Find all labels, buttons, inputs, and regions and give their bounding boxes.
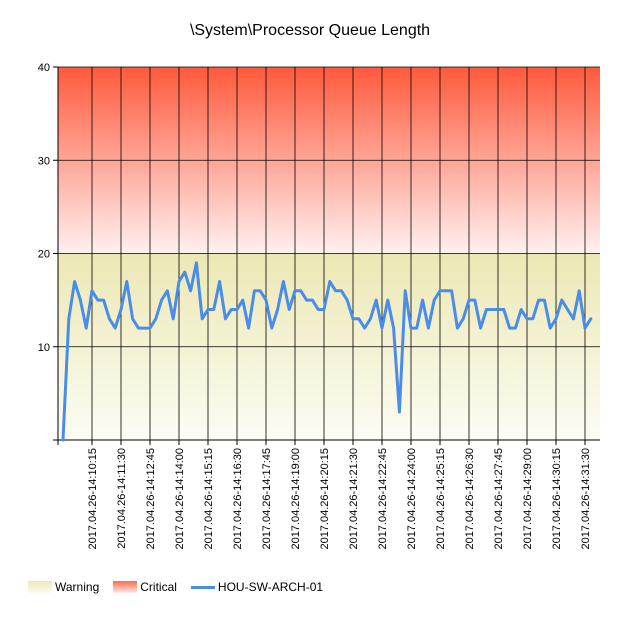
x-tick-label: 2017.04.26-14:12:45 xyxy=(145,448,157,550)
x-tick-label: 2017.04.26-14:27:45 xyxy=(493,448,505,550)
x-tick-label: 2017.04.26-14:22:45 xyxy=(377,448,389,550)
x-tick-label: 2017.04.26-14:24:00 xyxy=(406,448,418,550)
x-tick-label: 2017.04.26-14:14:00 xyxy=(174,448,186,550)
y-tick-label: 20 xyxy=(38,249,50,261)
x-tick-label: 2017.04.26-14:10:15 xyxy=(87,448,99,550)
grid-lines xyxy=(58,66,600,440)
legend-label-warning: Warning xyxy=(55,580,100,594)
x-tick-label: 2017.04.26-14:17:45 xyxy=(261,448,273,550)
x-tick-label: 2017.04.26-14:19:00 xyxy=(290,448,302,550)
series-line-hou-sw-arch-01 xyxy=(61,261,593,442)
legend-item-warning: Warning xyxy=(28,580,99,594)
x-tick-label: 2017.04.26-14:11:30 xyxy=(116,448,128,549)
y-tick-label: 30 xyxy=(38,155,50,167)
y-tick-label: 10 xyxy=(38,342,50,354)
legend-label-critical: Critical xyxy=(140,580,177,594)
y-axis: 10 20 30 40 xyxy=(38,62,59,445)
x-tick-label: 2017.04.26-14:25:15 xyxy=(435,448,447,550)
x-tick-label: 2017.04.26-14:21:30 xyxy=(348,448,360,550)
x-tick-label: 2017.04.26-14:15:15 xyxy=(203,448,215,550)
x-tick-label: 2017.04.26-14:31:30 xyxy=(580,448,592,550)
legend-item-series: HOU-SW-ARCH-01 xyxy=(190,580,324,594)
x-tick-label: 2017.04.26-14:26:30 xyxy=(464,448,476,550)
critical-swatch xyxy=(113,581,138,593)
x-tick-label: 2017.04.26-14:30:15 xyxy=(551,448,563,550)
series-layer xyxy=(61,261,593,442)
legend-label-series: HOU-SW-ARCH-01 xyxy=(217,580,324,594)
x-tick-label: 2017.04.26-14:29:00 xyxy=(522,448,534,550)
legend: Warning Critical HOU-SW-ARCH-01 xyxy=(28,580,337,594)
warning-swatch xyxy=(28,581,52,593)
y-tick-label: 40 xyxy=(38,62,50,74)
x-axis: 2017.04.26-14:10:15 2017.04.26-14:11:30 20… xyxy=(58,439,600,550)
x-tick-label: 2017.04.26-14:16:30 xyxy=(232,448,244,550)
chart-title: \System\Processor Queue Length xyxy=(190,22,430,39)
series-swatch xyxy=(190,585,215,589)
x-tick-label: 2017.04.26-14:20:15 xyxy=(319,448,331,550)
legend-item-critical: Critical xyxy=(113,580,177,594)
